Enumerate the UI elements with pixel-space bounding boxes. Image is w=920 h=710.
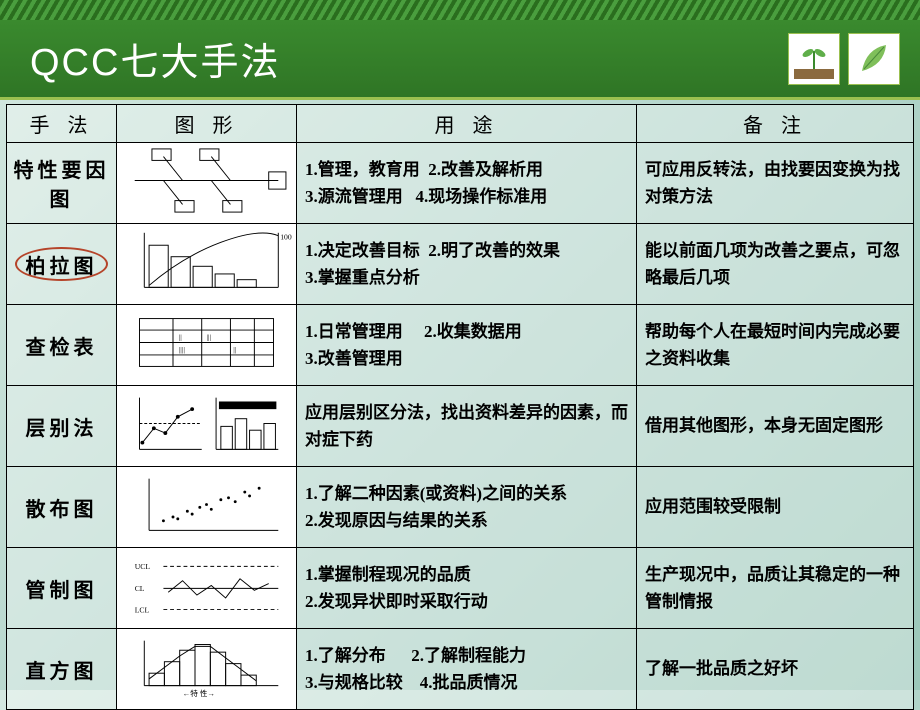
svg-text:||: || xyxy=(179,333,182,342)
use-text: 1.了解二种因素(或资料)之间的关系2.发现原因与结果的关系 xyxy=(297,467,637,548)
leaf-icon xyxy=(848,33,900,85)
svg-text:UCL: UCL xyxy=(135,562,151,571)
method-name: 散布图 xyxy=(7,467,117,548)
note-text: 能以前面几项为改善之要点，可忽略最后几项 xyxy=(637,224,914,305)
use-text: 应用层别区分法，找出资料差异的因素，而对症下药 xyxy=(297,386,637,467)
svg-text:||||: |||| xyxy=(179,345,185,354)
qcc-methods-table: 手法 图形 用途 备注 特性要因图 1.管理，教育用 2.改善及解析用3.源流管… xyxy=(6,104,914,710)
svg-text:100%: 100% xyxy=(280,232,292,241)
shape-control-chart-icon: UCL CL LCL xyxy=(117,548,297,629)
shape-histogram-icon: ←特 性→ xyxy=(117,629,297,710)
table-row: 层别法 应用层别区分法，找出资料差异的因素，而对症下药 xyxy=(7,386,914,467)
table-row: 管制图 UCL CL LCL 1.掌握制程现况的品质2.发现异状即时采取行动 生… xyxy=(7,548,914,629)
use-text: 1.了解分布 2.了解制程能力3.与规格比较 4.批品质情况 xyxy=(297,629,637,710)
slide-header: QCC七大手法 xyxy=(0,20,920,100)
table-row: 特性要因图 1.管理，教育用 2.改善及解析用3.源流管理用 4.现场操作标准用… xyxy=(7,143,914,224)
note-text: 可应用反转法，由找要因变换为找对策方法 xyxy=(637,143,914,224)
table-body: 特性要因图 1.管理，教育用 2.改善及解析用3.源流管理用 4.现场操作标准用… xyxy=(7,143,914,710)
use-text: 1.管理，教育用 2.改善及解析用3.源流管理用 4.现场操作标准用 xyxy=(297,143,637,224)
note-text: 了解一批品质之好坏 xyxy=(637,629,914,710)
sprout-icon xyxy=(788,33,840,85)
table-row: 查检表 || ||| |||| || 1.日常管理用 2.收 xyxy=(7,305,914,386)
note-text: 借用其他图形，本身无固定图形 xyxy=(637,386,914,467)
col-header-shape: 图形 xyxy=(117,105,297,143)
method-name: 柏拉图 xyxy=(7,224,117,305)
svg-text:CL: CL xyxy=(135,584,145,593)
slide-title: QCC七大手法 xyxy=(30,31,280,86)
decorative-top-stripe xyxy=(0,0,920,20)
use-text: 1.决定改善目标 2.明了改善的效果3.掌握重点分析 xyxy=(297,224,637,305)
col-header-method: 手法 xyxy=(7,105,117,143)
use-text: 1.日常管理用 2.收集数据用3.改善管理用 xyxy=(297,305,637,386)
table-header-row: 手法 图形 用途 备注 xyxy=(7,105,914,143)
note-text: 生产现况中，品质让其稳定的一种管制情报 xyxy=(637,548,914,629)
method-name: 查检表 xyxy=(7,305,117,386)
shape-scatter-icon xyxy=(117,467,297,548)
method-name: 层别法 xyxy=(7,386,117,467)
shape-fishbone-icon xyxy=(117,143,297,224)
qcc-methods-table-container: 手法 图形 用途 备注 特性要因图 1.管理，教育用 2.改善及解析用3.源流管… xyxy=(6,104,914,710)
shape-checksheet-icon: || ||| |||| || xyxy=(117,305,297,386)
shape-stratification-icon xyxy=(117,386,297,467)
header-icon-group xyxy=(788,33,900,85)
method-name: 特性要因图 xyxy=(7,143,117,224)
method-name: 直方图 xyxy=(7,629,117,710)
col-header-note: 备注 xyxy=(637,105,914,143)
table-row: 柏拉图 100% 1.决定改善目标 2.明了改善的效果3.掌握重点分析 能以前面… xyxy=(7,224,914,305)
col-header-use: 用途 xyxy=(297,105,637,143)
use-text: 1.掌握制程现况的品质2.发现异状即时采取行动 xyxy=(297,548,637,629)
table-row: 散布图 1.了解二种因素(或资料)之间的关系2.发现原因与结果的关系 应用范围较… xyxy=(7,467,914,548)
note-text: 应用范围较受限制 xyxy=(637,467,914,548)
svg-text:|||: ||| xyxy=(207,333,212,342)
svg-text:||: || xyxy=(233,345,236,354)
svg-text:LCL: LCL xyxy=(135,605,150,614)
method-name: 管制图 xyxy=(7,548,117,629)
note-text: 帮助每个人在最短时间内完成必要之资料收集 xyxy=(637,305,914,386)
shape-pareto-icon: 100% xyxy=(117,224,297,305)
table-row: 直方图 ←特 性→ 1.了解分布 2.了解制程能力3.与规格比较 4 xyxy=(7,629,914,710)
